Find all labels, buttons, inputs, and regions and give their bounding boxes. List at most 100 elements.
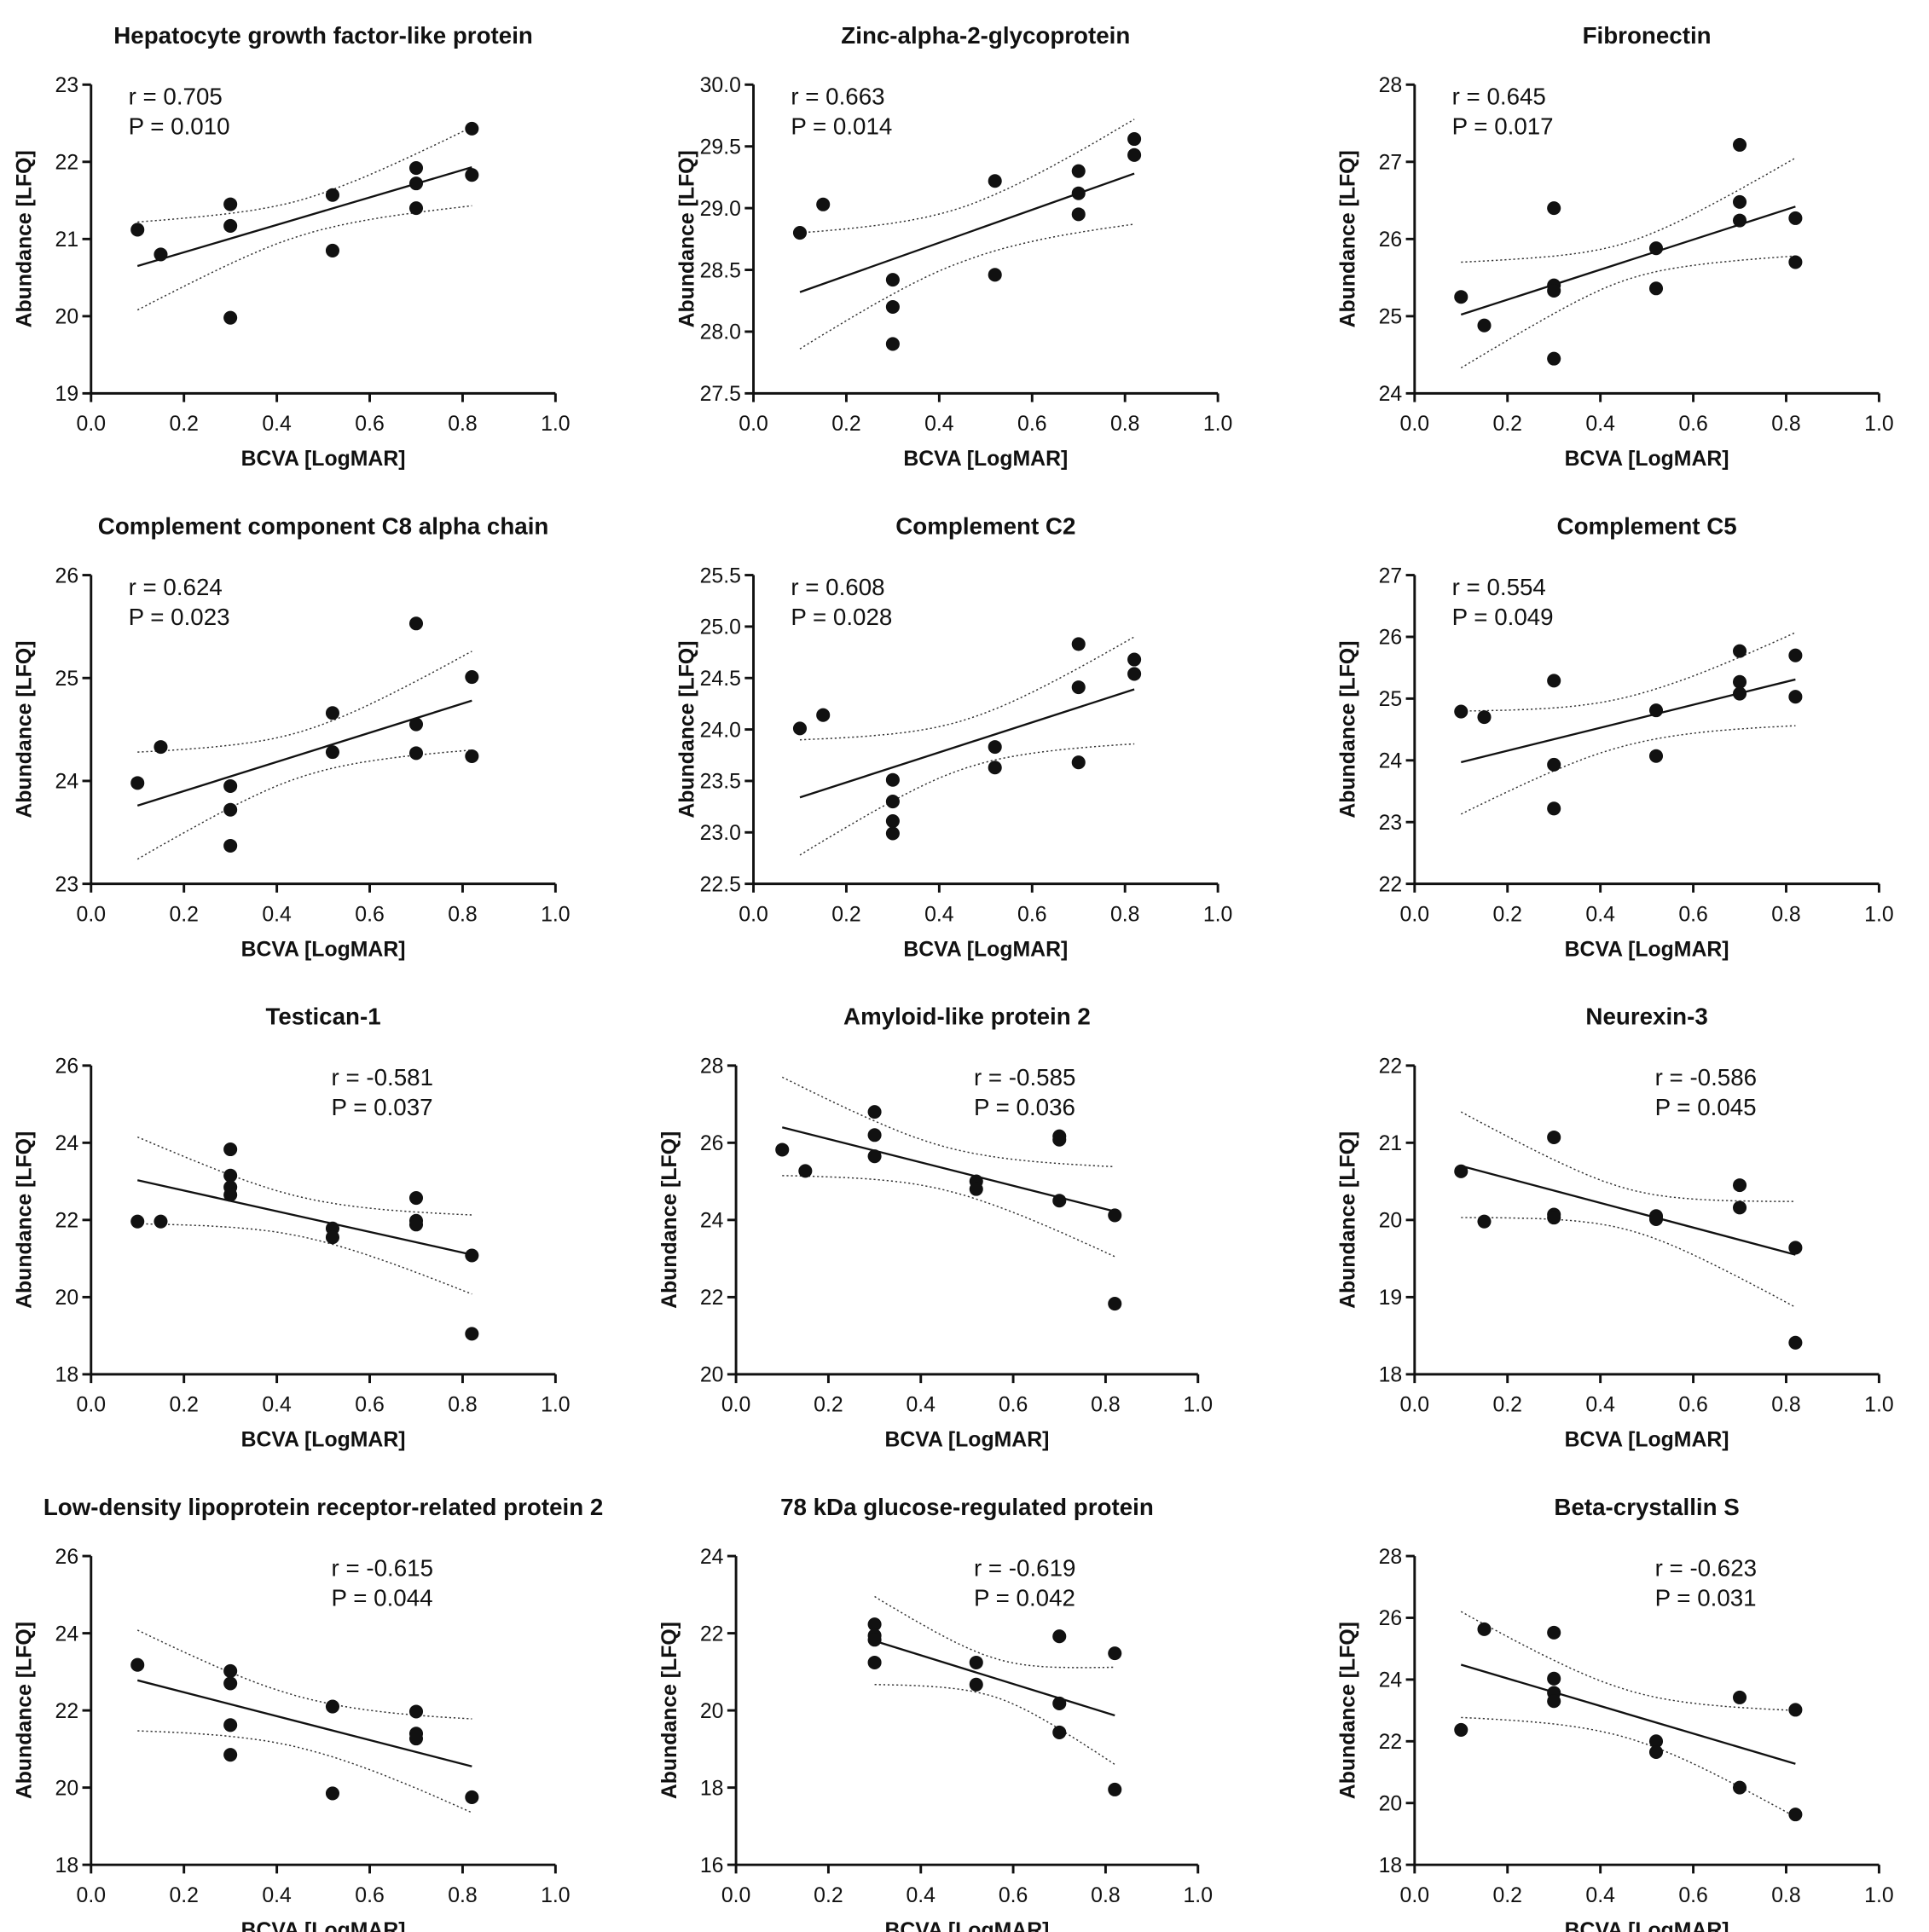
data-point [154, 247, 168, 262]
ci-upper-band [781, 1076, 1115, 1168]
x-tick-label: 0.6 [355, 1394, 385, 1417]
data-point [969, 1655, 983, 1670]
data-point [154, 1214, 168, 1229]
y-axis-label: Abundance [LFQ] [14, 1131, 37, 1309]
y-axis-label: Abundance [LFQ] [658, 1131, 681, 1309]
data-point [325, 243, 339, 257]
ci-lower-band [137, 1730, 472, 1813]
x-axis-label: BCVA [LogMAR] [1565, 448, 1729, 471]
y-tick-label: 28 [1379, 74, 1403, 97]
y-tick-label: 22 [700, 1623, 724, 1646]
data-point [867, 1617, 882, 1632]
y-tick-label: 18 [55, 1364, 79, 1387]
data-point [154, 740, 168, 755]
regression-line [136, 1679, 472, 1767]
data-point [408, 1732, 424, 1746]
data-point [1732, 1200, 1747, 1215]
data-point [223, 218, 238, 233]
correlation-r: r = -0.581 [332, 1064, 433, 1090]
y-tick-label: 24 [700, 1546, 724, 1569]
data-point [1127, 652, 1142, 667]
x-tick-label: 0.4 [262, 903, 292, 926]
data-point [885, 299, 900, 315]
panel-title: Low-density lipoprotein receptor-related… [43, 1494, 603, 1520]
panel-title: Beta-crystallin S [1554, 1494, 1739, 1520]
ci-upper-band [137, 651, 472, 753]
y-tick-label: 25 [1379, 688, 1403, 711]
y-axis-label: Abundance [LFQ] [1337, 150, 1360, 327]
x-tick-label: 0.4 [1585, 1884, 1615, 1907]
data-point [465, 121, 479, 136]
data-point [223, 1168, 238, 1183]
data-point [969, 1182, 983, 1196]
y-tick-label: 22 [1379, 873, 1403, 896]
y-tick-label: 23 [55, 74, 79, 97]
data-point [325, 188, 339, 202]
ci-lower-band [874, 1684, 1115, 1766]
data-point [223, 838, 238, 853]
ci-lower-band [799, 743, 1135, 856]
data-point [885, 273, 900, 287]
ci-upper-band [1461, 632, 1796, 712]
p-value: P = 0.031 [1655, 1584, 1757, 1611]
p-value: P = 0.042 [974, 1584, 1075, 1611]
ci-lower-band [1460, 725, 1796, 815]
y-tick-label: 26 [55, 564, 79, 587]
x-tick-label: 0.2 [1492, 1884, 1521, 1907]
y-axis-label: Abundance [LFQ] [1337, 641, 1360, 818]
y-tick-label: 24 [1379, 1669, 1403, 1692]
data-point [1108, 1208, 1122, 1223]
x-tick-label: 0.0 [721, 1884, 751, 1907]
correlation-r: r = -0.586 [1655, 1064, 1757, 1090]
correlation-r: r = -0.619 [974, 1554, 1075, 1581]
y-axis-label: Abundance [LFQ] [658, 1622, 681, 1799]
data-point [325, 745, 339, 760]
data-point [408, 1191, 424, 1206]
x-axis-label: BCVA [LogMAR] [241, 938, 406, 961]
data-point [1108, 1646, 1122, 1661]
y-tick-label: 27 [1379, 152, 1403, 175]
data-point [1547, 674, 1561, 688]
scatter-panel: Low-density lipoprotein receptor-related… [14, 1494, 604, 1932]
y-tick-label: 28 [700, 1056, 724, 1079]
x-tick-label: 0.2 [831, 413, 861, 436]
panel-title: Hepatocyte growth factor-like protein [113, 22, 533, 49]
correlation-r: r = 0.663 [791, 84, 884, 110]
y-tick-label: 20 [1379, 1210, 1403, 1233]
panel-title: 78 kDa glucose-regulated protein [780, 1494, 1154, 1520]
data-point [1127, 667, 1142, 681]
data-point [885, 813, 900, 829]
y-tick-label: 23.0 [700, 822, 741, 845]
data-point [465, 670, 479, 685]
data-point [130, 1214, 145, 1229]
data-point [1477, 1622, 1492, 1636]
y-axis-label: Abundance [LFQ] [1337, 1131, 1360, 1309]
data-point [988, 174, 1002, 188]
data-point [1732, 644, 1747, 658]
p-value: P = 0.023 [129, 604, 230, 630]
data-point [1127, 148, 1142, 162]
y-tick-label: 27 [1379, 564, 1403, 587]
data-point [1648, 1212, 1664, 1226]
y-tick-label: 22 [55, 1700, 79, 1723]
data-point [792, 226, 808, 240]
ci-lower-band [137, 1223, 472, 1295]
data-point [1477, 318, 1492, 333]
data-point [1071, 637, 1086, 651]
x-tick-label: 0.0 [77, 413, 107, 436]
x-tick-label: 1.0 [1864, 903, 1894, 926]
y-tick-label: 20 [55, 1777, 79, 1800]
data-point [223, 1676, 238, 1691]
y-tick-label: 29.0 [700, 198, 741, 221]
x-axis-label: BCVA [LogMAR] [241, 1919, 406, 1932]
data-point [325, 1230, 339, 1245]
data-point [1732, 194, 1747, 209]
data-point [885, 826, 900, 841]
data-point [465, 1327, 479, 1341]
p-value: P = 0.014 [791, 113, 892, 140]
data-point [1052, 1194, 1067, 1208]
x-tick-label: 1.0 [1203, 903, 1233, 926]
y-tick-label: 23 [55, 873, 79, 896]
x-tick-label: 0.0 [77, 1394, 107, 1417]
p-value: P = 0.036 [974, 1094, 1075, 1120]
